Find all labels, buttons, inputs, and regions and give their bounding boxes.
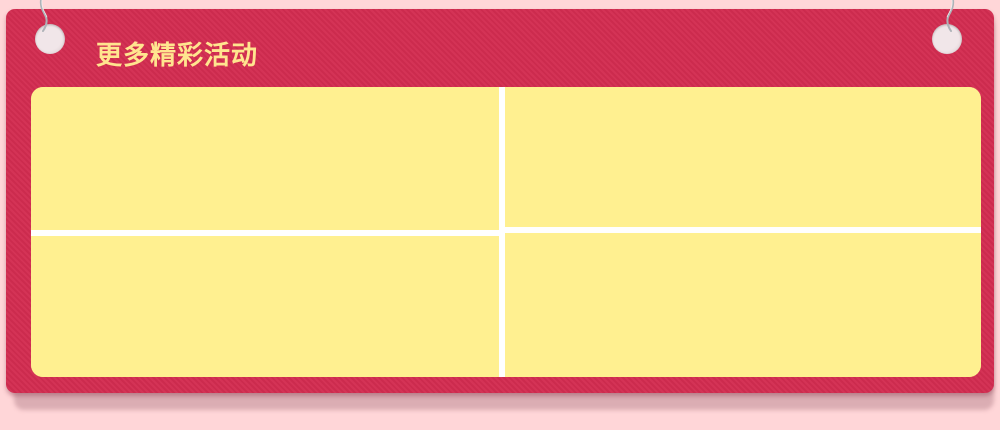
hanger-hook-left-icon <box>39 0 48 32</box>
hanging-hole-right <box>932 24 962 54</box>
section-title: 更多精彩活动 <box>96 41 259 71</box>
grid-divider-vertical <box>499 87 505 377</box>
hanger-hook-right-icon <box>946 0 955 32</box>
grid-divider-horizontal-right <box>505 227 981 233</box>
activity-grid <box>31 87 981 377</box>
grid-divider-horizontal-left <box>31 230 499 236</box>
activity-card-2[interactable] <box>505 87 981 227</box>
more-activities-board: 更多精彩活动 <box>6 9 994 393</box>
activity-card-3[interactable] <box>31 236 499 377</box>
activity-card-4[interactable] <box>505 233 981 377</box>
activity-card-1[interactable] <box>31 87 499 230</box>
hanging-hole-left <box>35 24 65 54</box>
